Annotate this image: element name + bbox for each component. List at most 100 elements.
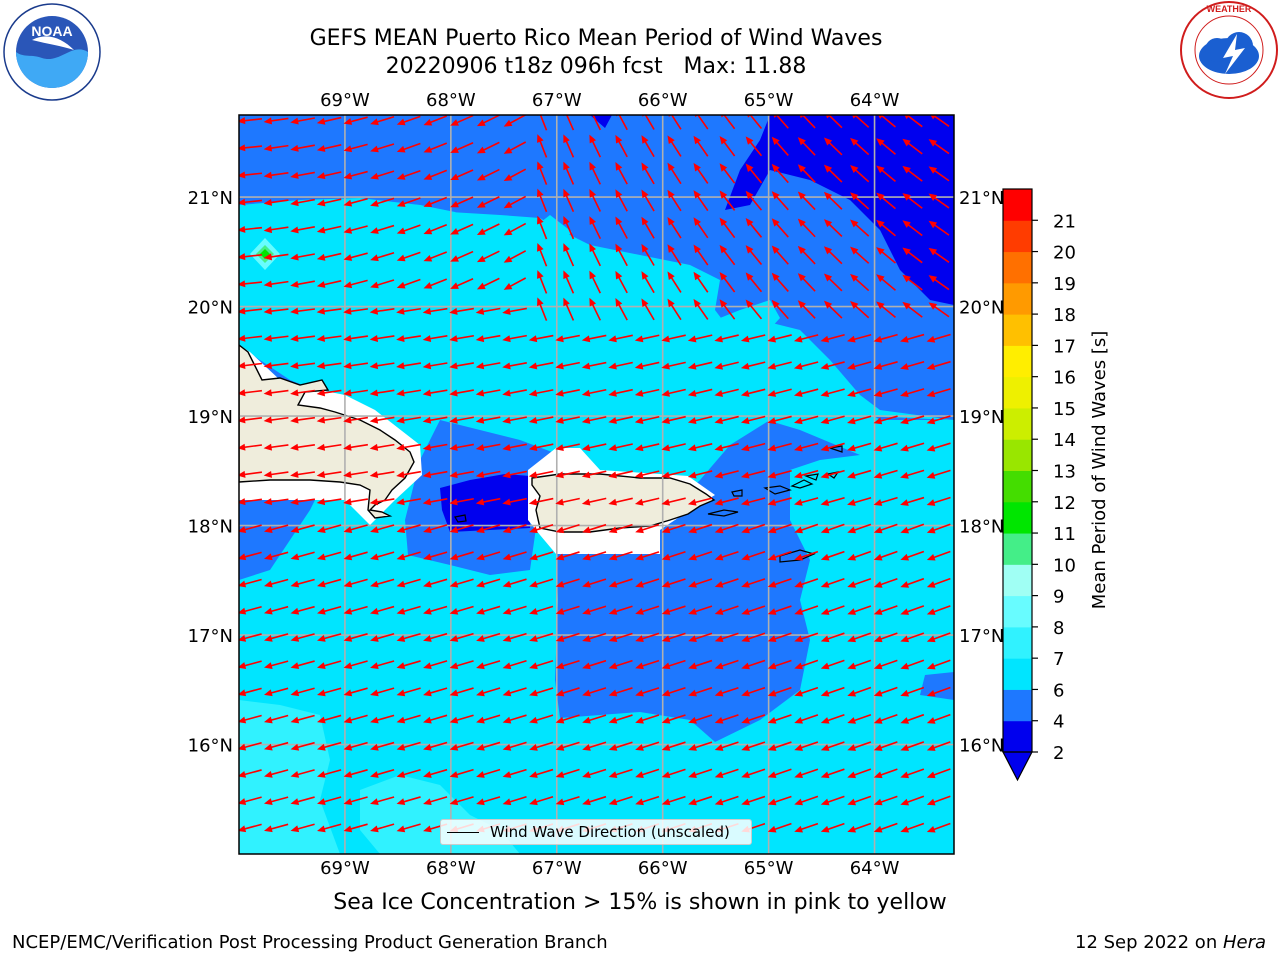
wave-direction-arrow	[794, 741, 819, 751]
wave-direction-arrow	[316, 416, 342, 424]
wave-direction-arrow	[900, 768, 925, 779]
wave-direction-arrow	[239, 171, 263, 179]
wave-direction-arrow	[930, 115, 950, 127]
wave-direction-arrow	[873, 686, 898, 697]
wave-direction-arrow	[608, 741, 633, 751]
wave-direction-arrow	[476, 551, 501, 561]
wave-direction-arrow	[370, 823, 395, 833]
wave-direction-arrow	[290, 171, 315, 179]
wave-direction-arrow	[369, 307, 395, 315]
wave-direction-arrow	[635, 768, 660, 778]
wave-direction-arrow	[847, 659, 872, 670]
wave-direction-arrow	[239, 416, 263, 424]
sea-ice-caption: Sea Ice Concentration > 15% is shown in …	[333, 890, 947, 915]
wave-direction-arrow	[873, 469, 898, 479]
wave-direction-arrow	[239, 796, 262, 805]
wave-direction-arrow	[608, 388, 633, 397]
wave-direction-arrow	[316, 389, 342, 397]
wave-direction-arrow	[316, 144, 342, 152]
wave-direction-arrow	[823, 273, 843, 292]
wave-direction-arrow	[290, 605, 315, 615]
wave-direction-arrow	[475, 362, 501, 370]
wave-direction-arrow	[767, 497, 792, 506]
wave-direction-arrow	[503, 250, 527, 263]
wave-direction-arrow	[771, 218, 789, 238]
wave-direction-arrow	[900, 388, 925, 398]
wave-direction-arrow	[847, 523, 872, 534]
wave-direction-arrow	[263, 198, 289, 206]
wave-direction-arrow	[850, 137, 870, 156]
wave-direction-arrow	[900, 795, 925, 806]
wave-direction-arrow	[767, 632, 792, 643]
wave-direction-arrow	[343, 307, 369, 315]
wave-direction-arrow	[850, 165, 870, 183]
wave-direction-arrow	[794, 523, 819, 534]
lat-label-left-5: 16°N	[188, 736, 233, 757]
wave-direction-arrow	[555, 523, 580, 534]
wave-direction-arrow	[667, 271, 682, 293]
wave-direction-arrow	[343, 252, 368, 261]
wave-direction-arrow	[928, 139, 950, 155]
colorbar-segment-8	[1003, 470, 1032, 503]
wave-direction-arrow	[396, 335, 421, 342]
wave-direction-arrow	[581, 443, 607, 452]
wave-direction-arrow	[502, 632, 527, 642]
wave-direction-arrow	[847, 632, 872, 643]
wave-direction-arrow	[317, 551, 342, 561]
wave-direction-arrow	[555, 687, 580, 697]
wave-direction-arrow	[316, 171, 342, 180]
colorbar-segment-15	[1003, 251, 1032, 284]
wave-direction-arrow	[793, 415, 819, 425]
wave-direction-arrow	[555, 389, 580, 397]
wave-direction-arrow	[667, 162, 682, 185]
wave-direction-arrow	[343, 687, 368, 697]
wave-direction-arrow	[615, 298, 628, 321]
wave-direction-arrow	[714, 470, 739, 479]
wave-direction-arrow	[661, 687, 686, 697]
wave-direction-arrow	[820, 578, 845, 588]
wave-direction-arrow	[475, 334, 501, 343]
wave-direction-arrow	[423, 605, 448, 615]
wave-direction-arrow	[693, 190, 709, 212]
wave-direction-arrow	[555, 659, 580, 670]
wave-direction-arrow	[823, 164, 843, 183]
wave-direction-arrow	[719, 272, 736, 293]
wave-direction-arrow	[823, 219, 843, 238]
wave-direction-arrow	[476, 768, 501, 778]
wave-direction-arrow	[370, 714, 395, 724]
wave-direction-arrow	[343, 551, 368, 561]
wave-direction-arrow	[794, 768, 819, 779]
wave-direction-arrow	[502, 361, 527, 370]
wave-direction-arrow	[563, 161, 575, 185]
wave-direction-arrow	[316, 225, 342, 234]
wave-direction-arrow	[343, 633, 368, 642]
wave-direction-arrow	[449, 470, 474, 479]
colorbar-tick-12: 12	[1053, 493, 1076, 514]
wave-direction-arrow	[343, 197, 368, 207]
wave-direction-arrow	[641, 271, 655, 294]
wave-direction-arrow	[661, 741, 686, 751]
wave-direction-arrow	[608, 659, 633, 670]
wave-direction-arrow	[502, 334, 527, 343]
wave-direction-arrow	[793, 388, 819, 397]
wave-region-east-lobe	[555, 415, 954, 742]
wave-direction-arrow	[820, 768, 845, 779]
wave-direction-arrow	[820, 686, 845, 697]
wave-direction-arrow	[767, 469, 792, 479]
wave-direction-arrow	[741, 659, 766, 670]
wave-direction-arrow	[396, 660, 421, 670]
wave-direction-arrow	[771, 245, 789, 265]
wave-direction-arrow	[555, 334, 580, 343]
wave-direction-arrow	[794, 605, 819, 615]
wave-direction-arrow	[714, 497, 739, 506]
wave-direction-arrow	[423, 768, 448, 778]
lat-label-left-2: 19°N	[188, 407, 233, 428]
wave-direction-arrow	[423, 224, 448, 235]
wave-direction-arrow	[317, 741, 342, 751]
wave-direction-arrow	[396, 741, 421, 751]
wave-direction-arrow	[263, 280, 289, 288]
wave-direction-arrow	[900, 496, 925, 506]
wave-direction-arrow	[449, 660, 474, 670]
wave-direction-arrow	[422, 498, 448, 506]
wave-direction-arrow	[369, 335, 395, 342]
